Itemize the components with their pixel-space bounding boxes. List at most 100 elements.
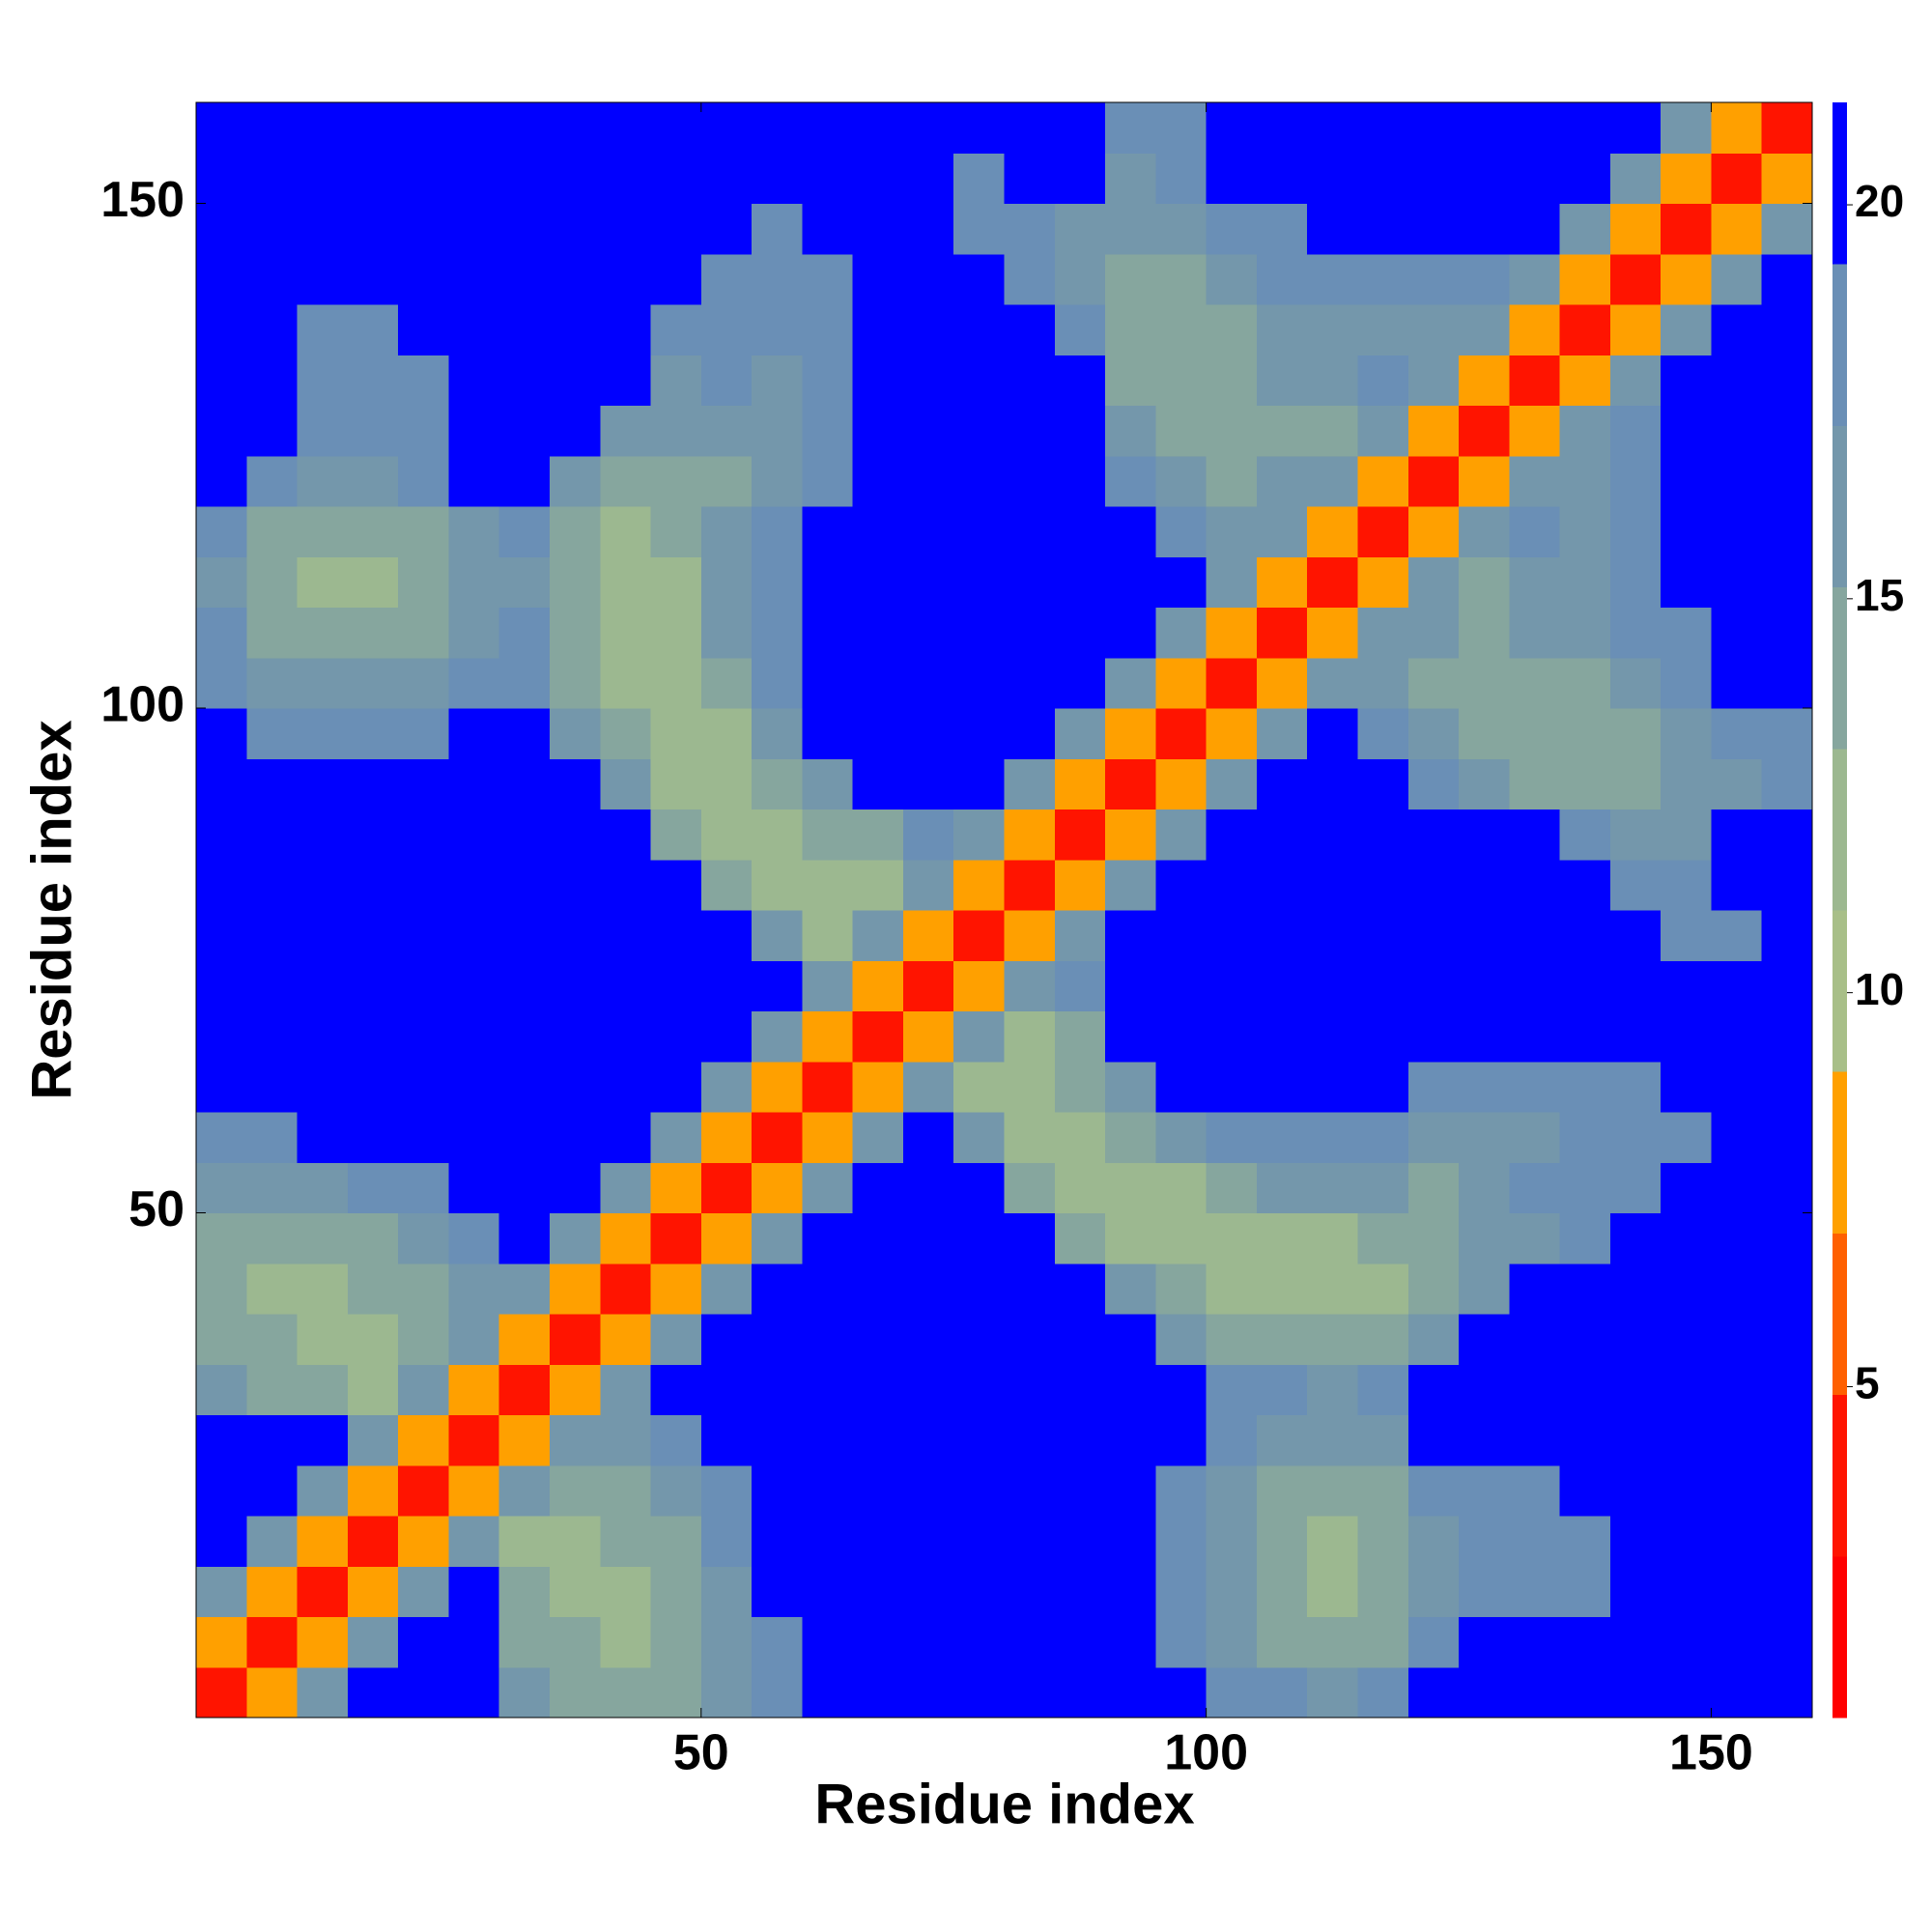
heatmap-cell	[549, 1616, 601, 1668]
heatmap-cell	[1206, 203, 1258, 255]
heatmap-cell	[1761, 203, 1813, 255]
heatmap-cell	[1105, 1364, 1156, 1415]
heatmap-cell	[1256, 102, 1308, 154]
heatmap-cell	[448, 1414, 500, 1466]
heatmap-cell	[549, 910, 601, 961]
heatmap-cell	[246, 1112, 298, 1163]
heatmap-cell	[498, 355, 551, 406]
heatmap-cell	[297, 708, 349, 759]
heatmap-cell	[752, 556, 803, 608]
heatmap-cell	[1307, 355, 1358, 406]
heatmap-cell	[600, 708, 652, 759]
heatmap-cell	[246, 556, 298, 608]
heatmap-cell	[953, 455, 1005, 507]
heatmap-cell	[1105, 1112, 1156, 1163]
heatmap-cell	[1761, 1566, 1813, 1617]
heatmap-cell	[398, 405, 449, 457]
heatmap-cell	[852, 253, 904, 305]
heatmap-cell	[448, 1464, 500, 1517]
heatmap-cell	[1054, 1464, 1106, 1517]
heatmap-cell	[549, 1212, 601, 1264]
heatmap-cell	[1661, 910, 1712, 961]
heatmap-cell	[1004, 1112, 1056, 1163]
heatmap-cell	[650, 1162, 702, 1213]
heatmap-cell	[1407, 1314, 1460, 1365]
heatmap-cell	[650, 1364, 702, 1415]
heatmap-cell	[802, 1464, 854, 1517]
heatmap-cell	[1004, 102, 1056, 154]
heatmap-cell	[1509, 1666, 1561, 1719]
heatmap-cell	[1256, 1162, 1308, 1213]
heatmap-cell	[1307, 1516, 1358, 1567]
heatmap-cell	[1609, 1566, 1662, 1617]
colorbar-segment	[1833, 425, 1847, 588]
heatmap-cell	[1105, 405, 1156, 457]
heatmap-cell	[549, 758, 601, 810]
heatmap-cell	[700, 809, 753, 861]
heatmap-cell	[1509, 607, 1561, 659]
heatmap-cell	[1407, 556, 1460, 608]
heatmap-cell	[600, 1516, 652, 1567]
heatmap-cell	[802, 304, 854, 355]
heatmap-cell	[347, 1263, 399, 1315]
y-tick-label: 150	[100, 172, 185, 228]
heatmap-cell	[498, 1263, 551, 1315]
heatmap-cell	[1206, 506, 1258, 557]
heatmap-cell	[902, 455, 954, 507]
heatmap-cell	[1407, 506, 1460, 557]
heatmap-cell	[1307, 607, 1358, 659]
heatmap-cell	[802, 153, 854, 204]
heatmap-cell	[347, 506, 399, 557]
heatmap-cell	[246, 355, 298, 406]
heatmap-cell	[953, 809, 1005, 861]
heatmap-cell	[1357, 859, 1409, 911]
heatmap-cell	[1509, 556, 1561, 608]
heatmap-cell	[1054, 1616, 1106, 1668]
heatmap-cell	[1357, 1516, 1409, 1567]
heatmap-cell	[1256, 1112, 1308, 1163]
heatmap-cell	[650, 102, 702, 154]
heatmap-cell	[1105, 203, 1156, 255]
heatmap-cell	[1307, 102, 1358, 154]
heatmap-cell	[1509, 1414, 1561, 1466]
heatmap-cell	[700, 607, 753, 659]
heatmap-cell	[1407, 304, 1460, 355]
heatmap-cell	[1357, 102, 1409, 154]
heatmap-cell	[1206, 809, 1258, 861]
heatmap-cell	[700, 1566, 753, 1617]
heatmap-cell	[1256, 758, 1308, 810]
heatmap-cell	[1105, 1162, 1156, 1213]
heatmap-cell	[1206, 253, 1258, 305]
heatmap-cell	[1661, 657, 1712, 709]
heatmap-cell	[1609, 809, 1662, 861]
heatmap-cell	[1609, 708, 1662, 759]
heatmap-cell	[448, 1566, 500, 1617]
heatmap-cell	[1609, 1364, 1662, 1415]
heatmap-cell	[1105, 153, 1156, 204]
heatmap-cell	[1256, 1666, 1308, 1719]
heatmap-cell	[600, 1414, 652, 1466]
heatmap-cell	[448, 1666, 500, 1719]
heatmap-cell	[1459, 1364, 1510, 1415]
heatmap-cell	[902, 607, 954, 659]
heatmap-cell	[448, 304, 500, 355]
heatmap-cell	[1661, 1566, 1712, 1617]
heatmap-cell	[1661, 708, 1712, 759]
heatmap-cell	[1206, 1061, 1258, 1113]
heatmap-cell	[1459, 1566, 1510, 1617]
heatmap-cell	[1357, 1263, 1409, 1315]
heatmap-cell	[802, 809, 854, 861]
heatmap-cell	[1105, 809, 1156, 861]
heatmap-cell	[347, 556, 399, 608]
heatmap-cell	[1256, 253, 1308, 305]
heatmap-cell	[1407, 1616, 1460, 1668]
heatmap-cell	[752, 304, 803, 355]
heatmap-cell	[700, 758, 753, 810]
heatmap-cell	[852, 607, 904, 659]
heatmap-cell	[1054, 1314, 1106, 1365]
heatmap-cell	[498, 1516, 551, 1567]
heatmap-cell	[498, 1666, 551, 1719]
heatmap-cell	[852, 153, 904, 204]
heatmap-cell	[902, 304, 954, 355]
colorbar-segment	[1833, 1071, 1847, 1234]
